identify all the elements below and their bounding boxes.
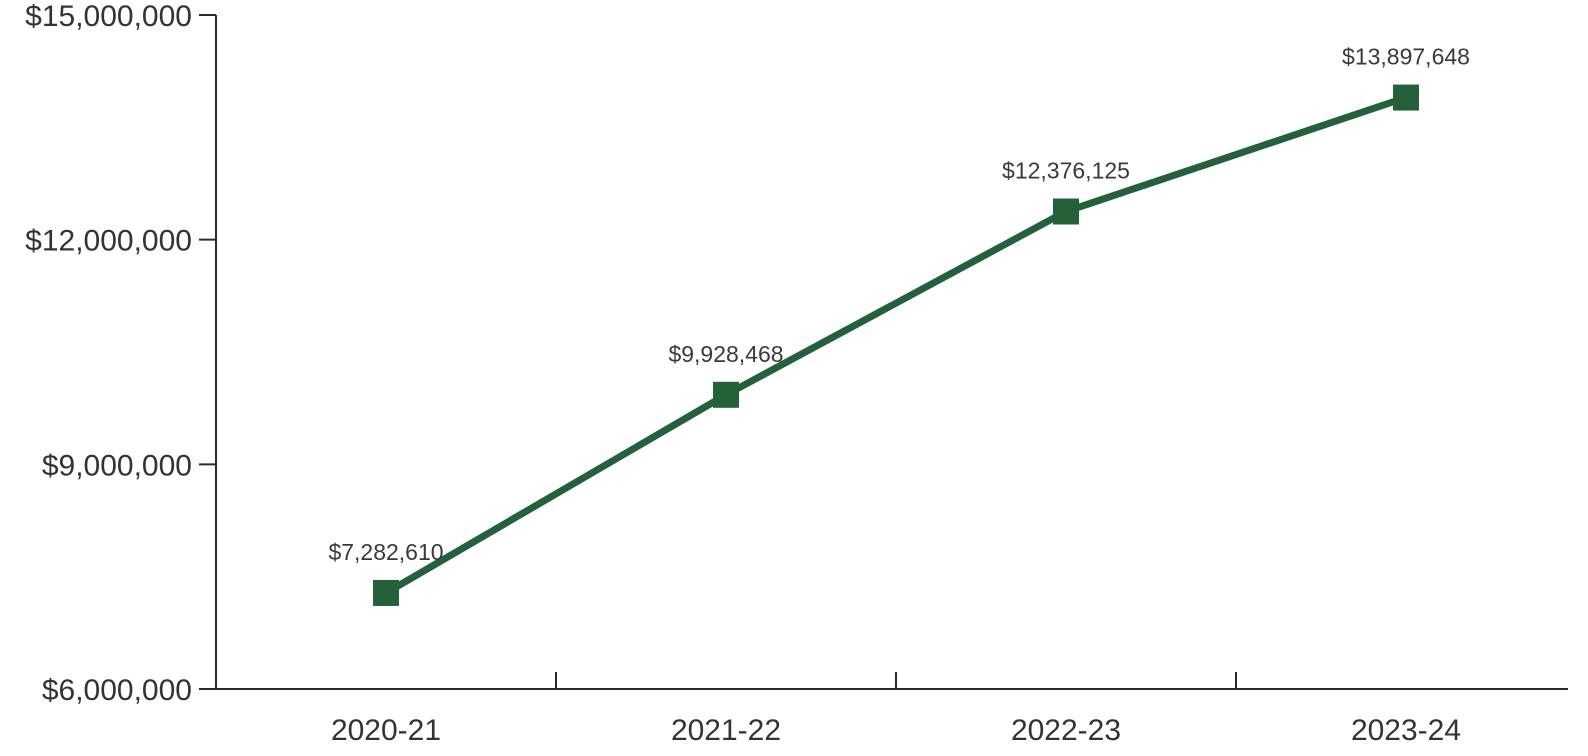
- y-tick-label: $15,000,000: [25, 0, 192, 33]
- series-layer: [373, 84, 1419, 606]
- data-point-marker: [1053, 198, 1079, 225]
- y-tick-label: $12,000,000: [25, 225, 192, 258]
- data-label: $9,928,468: [668, 341, 783, 367]
- data-labels-layer: $7,282,610 $9,928,468 $12,376,125 $13,897,6…: [328, 44, 1470, 565]
- data-point-marker: [1393, 84, 1419, 111]
- x-tick-label: 2020-21: [331, 714, 441, 747]
- x-tick-label: 2021-22: [671, 714, 781, 747]
- x-axis: 2020-21 2021-22 2022-23 2023-24: [216, 672, 1568, 747]
- x-tick-label: 2022-23: [1011, 714, 1121, 747]
- data-point-marker: [373, 579, 399, 606]
- y-tick-label: $9,000,000: [42, 449, 192, 482]
- data-label: $13,897,648: [1342, 44, 1470, 70]
- data-label: $7,282,610: [328, 539, 443, 565]
- x-tick-label: 2023-24: [1351, 714, 1461, 747]
- y-tick-label: $6,000,000: [42, 674, 192, 707]
- data-point-marker: [713, 381, 739, 408]
- series-line: [382, 94, 1410, 597]
- y-axis: $6,000,000 $9,000,000 $12,000,000 $15,000,0…: [25, 0, 217, 707]
- data-label: $12,376,125: [1002, 157, 1130, 183]
